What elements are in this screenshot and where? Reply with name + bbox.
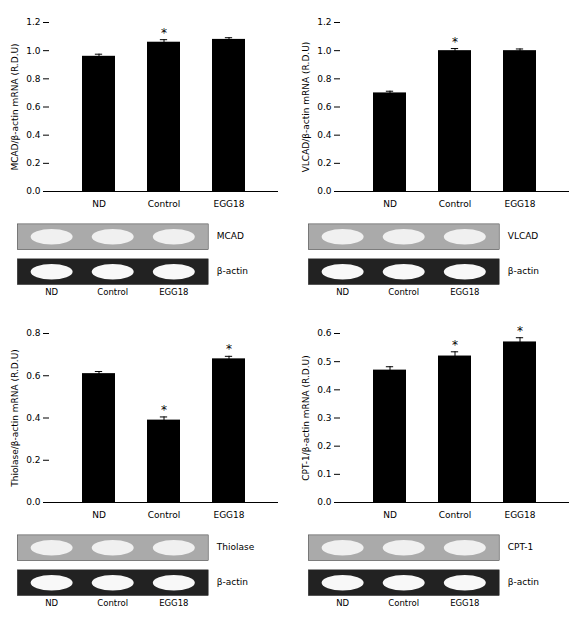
svg-text:β-actin: β-actin bbox=[217, 266, 248, 276]
svg-text:MCAD: MCAD bbox=[217, 231, 244, 241]
svg-text:Thiolase: Thiolase bbox=[216, 542, 255, 552]
svg-text:Control: Control bbox=[148, 199, 181, 209]
svg-text:1.0: 1.0 bbox=[26, 46, 41, 56]
svg-text:EGG18: EGG18 bbox=[159, 287, 188, 297]
svg-text:ND: ND bbox=[92, 510, 106, 520]
svg-text:0.6: 0.6 bbox=[26, 371, 41, 381]
svg-text:ND: ND bbox=[92, 199, 106, 209]
svg-text:VLCAD/β-actin mRNA (R.D.U): VLCAD/β-actin mRNA (R.D.U) bbox=[301, 42, 311, 173]
svg-text:0.8: 0.8 bbox=[26, 328, 41, 338]
svg-text:ND: ND bbox=[45, 287, 58, 297]
svg-text:*: * bbox=[161, 26, 167, 40]
svg-text:EGG18: EGG18 bbox=[450, 287, 479, 297]
svg-text:Control: Control bbox=[97, 287, 128, 297]
svg-text:0.0: 0.0 bbox=[317, 186, 332, 196]
svg-text:Control: Control bbox=[388, 287, 419, 297]
svg-text:ND: ND bbox=[45, 598, 58, 608]
svg-text:0.0: 0.0 bbox=[26, 186, 41, 196]
svg-text:*: * bbox=[452, 338, 458, 352]
svg-text:*: * bbox=[226, 342, 232, 356]
svg-text:0.4: 0.4 bbox=[26, 413, 41, 423]
svg-text:1.0: 1.0 bbox=[317, 46, 332, 56]
svg-text:Control: Control bbox=[439, 510, 472, 520]
svg-text:0.3: 0.3 bbox=[317, 413, 331, 423]
svg-text:0.2: 0.2 bbox=[26, 455, 40, 465]
svg-text:*: * bbox=[517, 324, 523, 338]
svg-text:β-actin: β-actin bbox=[508, 577, 539, 587]
svg-text:*: * bbox=[452, 35, 458, 49]
svg-text:CPT-1/β-actin mRNA (R.D.U): CPT-1/β-actin mRNA (R.D.U) bbox=[301, 355, 311, 480]
svg-text:0.4: 0.4 bbox=[317, 385, 332, 395]
svg-text:0.2: 0.2 bbox=[317, 158, 331, 168]
svg-text:0.0: 0.0 bbox=[26, 497, 41, 507]
svg-text:ND: ND bbox=[383, 199, 397, 209]
svg-text:0.6: 0.6 bbox=[26, 102, 41, 112]
svg-text:Control: Control bbox=[148, 510, 181, 520]
svg-text:β-actin: β-actin bbox=[217, 577, 248, 587]
svg-text:0.4: 0.4 bbox=[26, 130, 41, 140]
svg-text:VLCAD: VLCAD bbox=[508, 231, 539, 241]
svg-text:ND: ND bbox=[383, 510, 397, 520]
svg-text:0.5: 0.5 bbox=[317, 357, 331, 367]
svg-text:0.8: 0.8 bbox=[317, 74, 332, 84]
svg-text:1.2: 1.2 bbox=[26, 17, 40, 27]
svg-text:EGG18: EGG18 bbox=[213, 199, 244, 209]
svg-text:Control: Control bbox=[439, 199, 472, 209]
svg-text:1.2: 1.2 bbox=[317, 17, 331, 27]
svg-text:EGG18: EGG18 bbox=[504, 510, 535, 520]
svg-text:Control: Control bbox=[97, 598, 128, 608]
svg-text:0.4: 0.4 bbox=[317, 130, 332, 140]
svg-text:0.6: 0.6 bbox=[317, 102, 332, 112]
svg-text:*: * bbox=[161, 403, 167, 417]
svg-text:EGG18: EGG18 bbox=[450, 598, 479, 608]
svg-text:Thiolase/β-actin mRNA (R.D.U): Thiolase/β-actin mRNA (R.D.U) bbox=[10, 349, 20, 488]
svg-text:ND: ND bbox=[336, 287, 349, 297]
svg-text:EGG18: EGG18 bbox=[213, 510, 244, 520]
svg-text:EGG18: EGG18 bbox=[504, 199, 535, 209]
svg-text:ND: ND bbox=[336, 598, 349, 608]
svg-text:0.8: 0.8 bbox=[26, 74, 41, 84]
svg-text:β-actin: β-actin bbox=[508, 266, 539, 276]
svg-text:EGG18: EGG18 bbox=[159, 598, 188, 608]
svg-text:0.2: 0.2 bbox=[26, 158, 40, 168]
svg-text:0.0: 0.0 bbox=[317, 497, 332, 507]
svg-text:MCAD/β-actin mRNA (R.D.U): MCAD/β-actin mRNA (R.D.U) bbox=[10, 43, 20, 170]
svg-text:0.2: 0.2 bbox=[317, 441, 331, 451]
svg-text:CPT-1: CPT-1 bbox=[508, 542, 533, 552]
svg-text:0.6: 0.6 bbox=[317, 328, 332, 338]
svg-text:Control: Control bbox=[388, 598, 419, 608]
svg-text:0.1: 0.1 bbox=[317, 469, 331, 479]
